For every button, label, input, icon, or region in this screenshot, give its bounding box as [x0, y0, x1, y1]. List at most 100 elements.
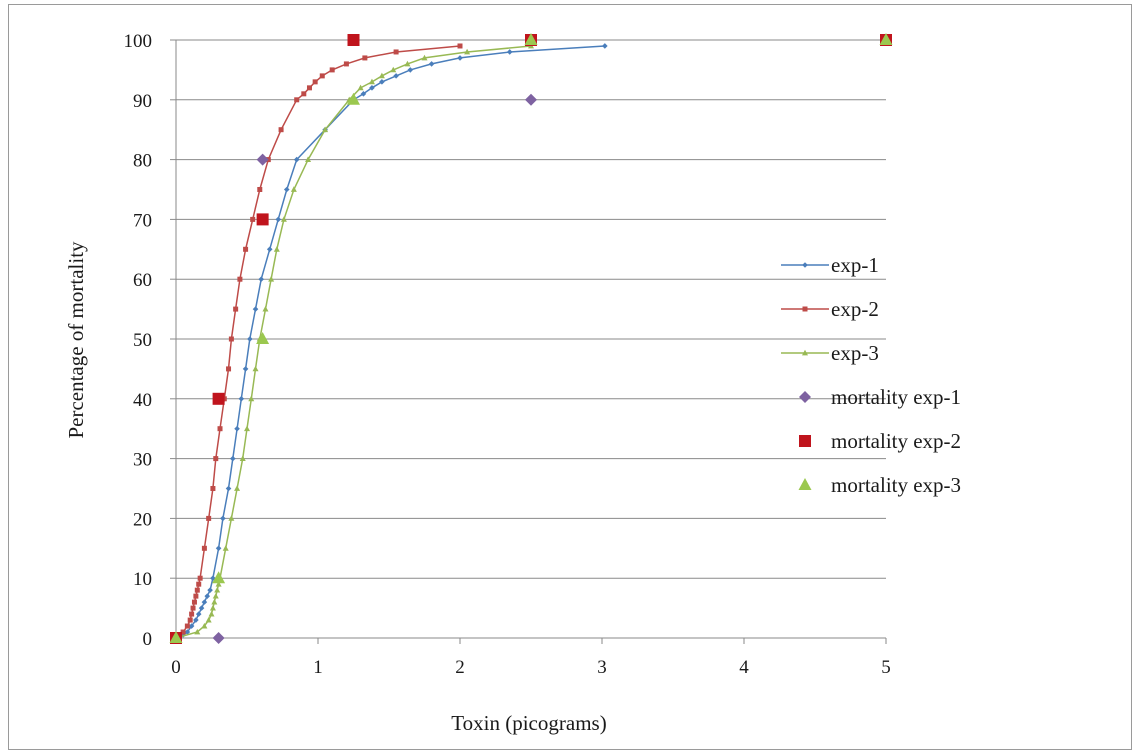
point-exp-1-31: [408, 67, 414, 73]
point-exp-3-6: [211, 599, 217, 605]
point-exp-2-18: [229, 337, 234, 342]
y-tick-label-30: 30: [133, 450, 152, 471]
gridlines: [176, 40, 886, 578]
y-tick-label-60: 60: [133, 270, 152, 291]
point-exp-1-14: [230, 456, 236, 462]
y-tick-label-80: 80: [133, 151, 152, 172]
legend-marker-mortality-exp-3: [799, 478, 812, 490]
point-mortality-exp-2-1: [213, 393, 225, 405]
point-exp-2-22: [250, 217, 255, 222]
point-exp-2-7: [193, 594, 198, 599]
y-tick-label-70: 70: [133, 210, 152, 231]
point-exp-1-20: [258, 276, 264, 282]
point-exp-3-4: [209, 611, 215, 617]
point-exp-3-17: [253, 366, 259, 372]
x-tick-label-4: 4: [739, 657, 749, 678]
point-exp-2-5: [191, 606, 196, 611]
point-exp-2-15: [218, 426, 223, 431]
point-exp-2-32: [344, 61, 349, 66]
point-exp-3-15: [244, 426, 250, 432]
point-mortality-exp-3-2: [256, 332, 269, 344]
point-exp-1-18: [247, 336, 253, 342]
point-exp-3-21: [274, 246, 280, 252]
point-exp-3-3: [206, 617, 212, 623]
point-exp-1-22: [275, 217, 281, 223]
series-line-exp-3: [176, 46, 531, 638]
y-tick-label-10: 10: [133, 569, 152, 590]
point-exp-2-6: [192, 600, 197, 605]
point-exp-2-29: [313, 79, 318, 84]
point-exp-1-5: [196, 611, 202, 617]
point-exp-1-21: [267, 247, 273, 253]
point-exp-2-10: [198, 576, 203, 581]
legend-marker-mortality-exp-1: [799, 391, 811, 403]
axes: 01020304050607080901000 1 2 3 4 5: [124, 31, 891, 678]
point-exp-2-9: [196, 582, 201, 587]
x-tick-label-0: 0: [171, 657, 181, 678]
y-tick-label-90: 90: [133, 91, 152, 112]
legend-label-exp-1: exp-1: [831, 253, 879, 277]
point-exp-1-16: [239, 396, 245, 402]
point-exp-2-20: [237, 277, 242, 282]
point-exp-2-21: [243, 247, 248, 252]
point-exp-2-19: [233, 307, 238, 312]
point-exp-3-19: [262, 306, 268, 312]
point-exp-1-12: [220, 516, 226, 522]
point-mortality-exp-1-3: [525, 94, 537, 106]
point-exp-3-8: [214, 587, 220, 593]
legend-marker-mortality-exp-2: [799, 435, 811, 447]
point-exp-2-8: [195, 588, 200, 593]
legend-marker-exp-2: [803, 307, 808, 312]
point-mortality-exp-1-1: [213, 632, 225, 644]
point-exp-2-14: [213, 456, 218, 461]
point-exp-2-28: [307, 85, 312, 90]
point-exp-1-7: [202, 599, 208, 605]
point-exp-2-12: [206, 516, 211, 521]
legend-marker-exp-1: [802, 262, 808, 268]
y-tick-label-100: 100: [124, 31, 153, 52]
point-exp-1-30: [393, 73, 399, 79]
point-exp-2-17: [226, 366, 231, 371]
point-exp-1-6: [199, 605, 205, 611]
point-exp-2-25: [279, 127, 284, 132]
x-tick-label-1: 1: [313, 657, 323, 678]
point-mortality-exp-2-3: [348, 34, 360, 46]
point-exp-1-34: [507, 49, 513, 55]
point-exp-1-8: [204, 593, 210, 599]
point-exp-2-33: [362, 55, 367, 60]
point-exp-1-15: [234, 426, 240, 432]
point-exp-2-11: [202, 546, 207, 551]
point-exp-1-13: [226, 486, 232, 492]
point-exp-2-3: [188, 618, 193, 623]
point-exp-2-34: [394, 49, 399, 54]
point-exp-2-35: [458, 43, 463, 48]
point-exp-2-2: [185, 624, 190, 629]
y-tick-label-50: 50: [133, 330, 152, 351]
point-exp-2-30: [320, 73, 325, 78]
x-tick-label-2: 2: [455, 657, 465, 678]
point-exp-3-5: [210, 605, 216, 611]
legend-label-mortality-exp-3: mortality exp-3: [831, 473, 961, 497]
point-exp-1-33: [457, 55, 463, 61]
point-exp-3-11: [223, 545, 229, 551]
legend-label-mortality-exp-1: mortality exp-1: [831, 385, 961, 409]
point-exp-3-13: [234, 485, 240, 491]
x-tick-label-5: 5: [881, 657, 891, 678]
y-tick-label-40: 40: [133, 390, 152, 411]
point-exp-2-31: [330, 67, 335, 72]
y-axis-title: Percentage of mortality: [64, 241, 88, 439]
point-exp-1-19: [253, 306, 259, 312]
point-exp-2-4: [189, 612, 194, 617]
x-axis-title: Toxin (picograms): [451, 711, 606, 735]
point-exp-2-23: [257, 187, 262, 192]
point-exp-3-23: [291, 186, 297, 192]
legend: exp-1 exp-2 exp-3 mortality exp-1 mortality …: [781, 253, 961, 497]
point-exp-1-11: [216, 546, 222, 552]
legend-label-exp-3: exp-3: [831, 341, 879, 365]
point-exp-1-23: [284, 187, 290, 193]
y-tick-label-20: 20: [133, 509, 152, 530]
legend-label-mortality-exp-2: mortality exp-2: [831, 429, 961, 453]
point-exp-3-7: [213, 593, 219, 599]
x-tick-label-3: 3: [597, 657, 607, 678]
